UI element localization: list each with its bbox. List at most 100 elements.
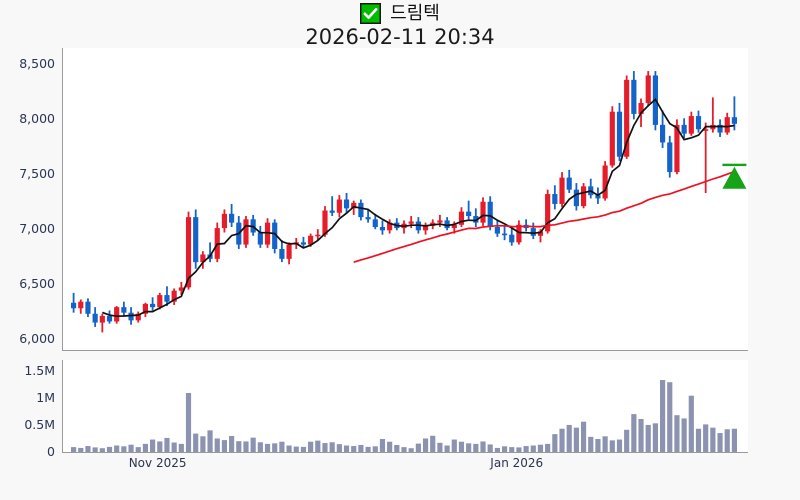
candle: [473, 208, 479, 228]
price-candlestick-svg: [71, 71, 747, 333]
volume-bar: [164, 437, 170, 452]
candle: [372, 213, 378, 230]
axis-tick-label: 1M: [36, 389, 55, 405]
candle: [466, 200, 472, 220]
volume-bar: [724, 429, 730, 452]
volume-bar: [516, 447, 522, 452]
candle: [566, 169, 572, 193]
candle: [200, 251, 206, 269]
volume-bar: [422, 438, 429, 452]
volume-bar: [466, 443, 472, 452]
candle: [272, 219, 278, 254]
price-chart-panel[interactable]: [62, 48, 748, 350]
volume-bar: [487, 444, 493, 452]
volume-bar: [193, 433, 199, 452]
candle: [387, 219, 393, 234]
volume-bar: [624, 429, 630, 452]
volume-bar: [128, 444, 134, 452]
volume-bar: [523, 446, 529, 452]
timestamp-label: 2026-02-11 20:34: [305, 25, 495, 49]
volume-bar: [559, 428, 565, 452]
title-row: 드림텍: [0, 1, 800, 25]
volume-bar: [494, 447, 500, 452]
candle: [329, 196, 335, 217]
candle: [106, 310, 113, 324]
volume-bar: [236, 441, 242, 452]
volume-bar: [272, 443, 278, 452]
page-title: 드림텍: [390, 2, 440, 24]
volume-bar: [379, 439, 386, 452]
ma-short-line: [102, 98, 735, 318]
volume-bar: [78, 447, 84, 452]
candle: [142, 302, 149, 318]
volume-bar: [659, 380, 666, 452]
volume-bar: [609, 440, 615, 452]
chart-header: 드림텍 2026-02-11 20:34: [0, 0, 800, 49]
volume-bar: [401, 447, 407, 452]
volume-bar: [250, 437, 256, 452]
volume-bar: [343, 445, 350, 452]
volume-chart-panel[interactable]: [62, 360, 748, 452]
candle: [171, 288, 177, 305]
candle: [135, 311, 141, 323]
candle: [631, 71, 637, 120]
volume-bar: [731, 428, 737, 452]
volume-bar: [458, 441, 465, 452]
axis-tick-label: Jan 2026: [490, 456, 544, 470]
candle: [379, 220, 386, 235]
candle: [214, 222, 220, 263]
volume-bar: [415, 443, 421, 452]
candle: [458, 207, 465, 228]
candle: [178, 281, 184, 296]
buy-signal-triangle-icon[interactable]: [722, 163, 747, 189]
volume-bar: [573, 427, 579, 452]
volume-bar: [71, 447, 77, 452]
candle: [559, 172, 565, 208]
volume-bar: [451, 439, 457, 452]
candle: [78, 299, 84, 314]
volume-bar: [257, 442, 263, 452]
volume-bar: [300, 446, 307, 452]
volume-bar: [595, 439, 601, 452]
volume-bar: [351, 446, 357, 452]
candle: [164, 286, 170, 307]
volume-bar: [293, 446, 299, 452]
candle: [688, 111, 694, 136]
volume-bar: [602, 436, 608, 452]
candle: [731, 96, 737, 131]
volume-bar: [358, 444, 364, 452]
volume-bar: [537, 444, 544, 452]
volume-axis-line-y: [62, 360, 63, 453]
candle: [616, 102, 623, 162]
ma-long-line: [353, 170, 735, 264]
candle: [221, 209, 228, 233]
volume-bar: [85, 446, 91, 452]
candle: [530, 222, 536, 240]
volume-bar: [243, 441, 249, 452]
volume-bar: [638, 418, 644, 452]
axis-tick-label: 6,500: [19, 276, 55, 292]
candle: [193, 209, 199, 269]
candle: [257, 225, 263, 248]
volume-bar: [552, 434, 558, 452]
candle: [444, 217, 450, 231]
candle: [552, 185, 558, 210]
candle: [487, 196, 493, 231]
candle: [494, 220, 500, 237]
axis-tick-label: 7,500: [19, 166, 55, 182]
volume-bar: [667, 382, 673, 452]
volume-bar: [674, 415, 680, 452]
volume-bar: [200, 436, 206, 452]
volume-bar: [387, 441, 393, 452]
volume-bar: [121, 446, 127, 452]
candle: [724, 112, 730, 135]
volume-bar: [279, 441, 285, 452]
candle: [588, 178, 594, 199]
candle: [336, 195, 342, 218]
candle: [343, 192, 350, 213]
axis-tick-label: Nov 2025: [128, 456, 187, 470]
volume-bar: [329, 442, 335, 452]
candle: [573, 183, 579, 211]
candle: [121, 301, 127, 316]
volume-bar: [444, 445, 450, 452]
